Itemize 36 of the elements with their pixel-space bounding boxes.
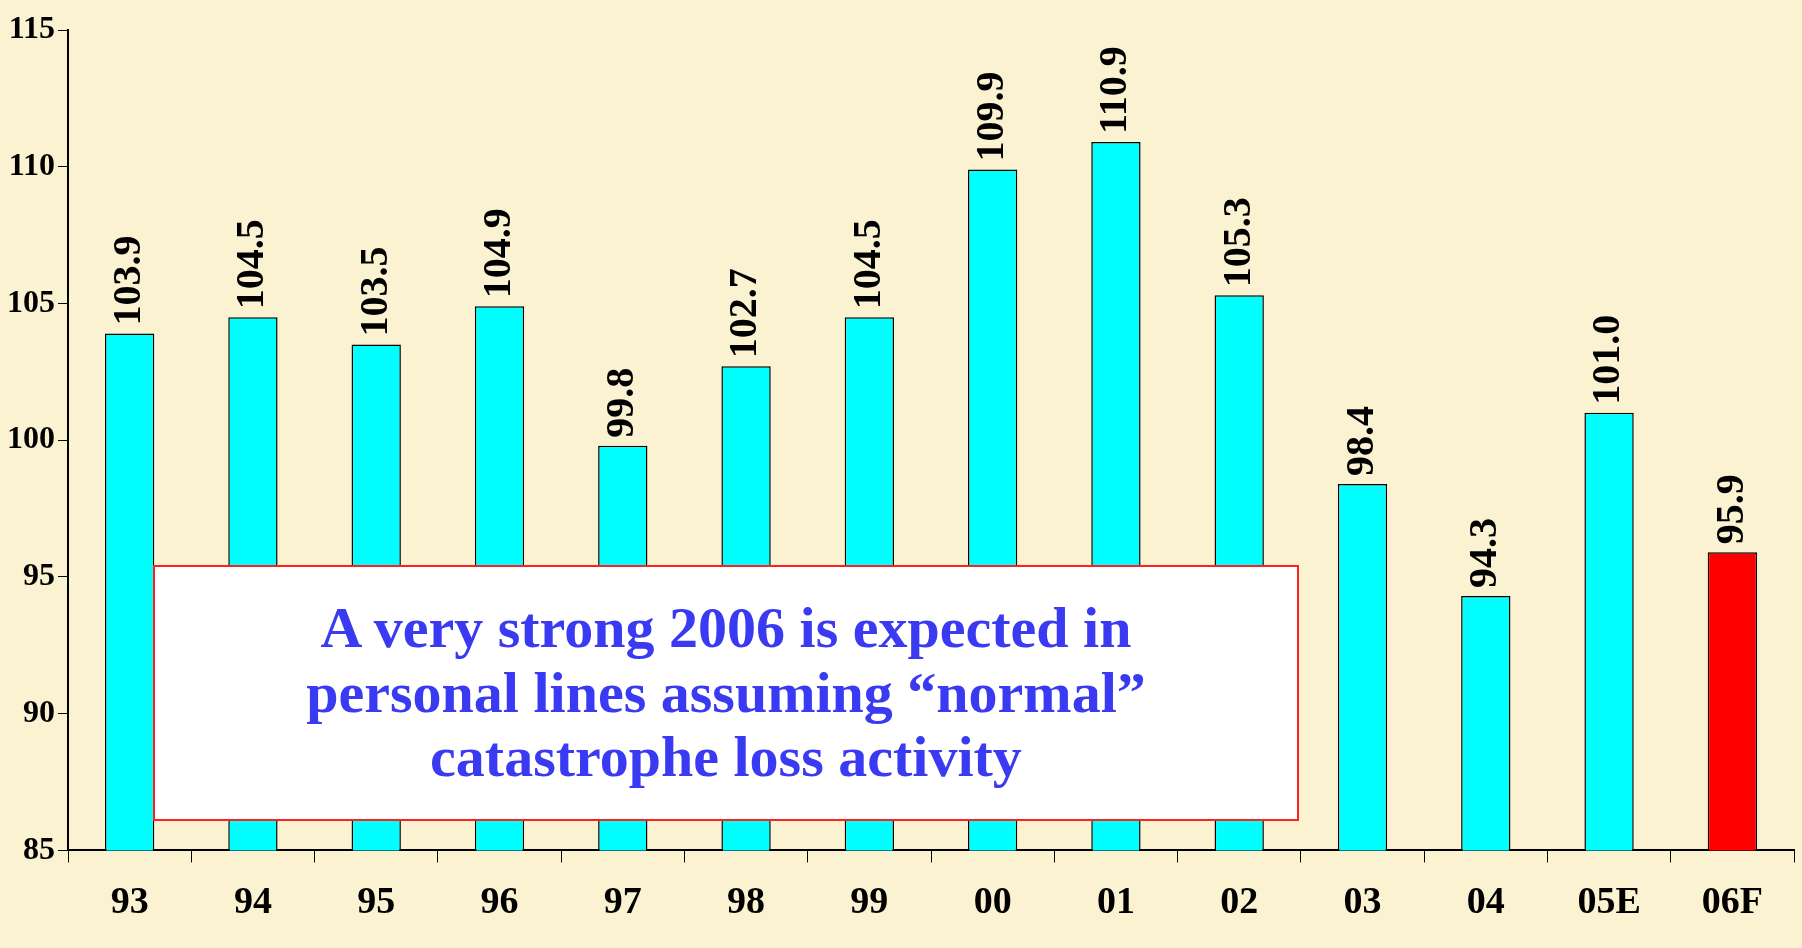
y-tick-label: 110 [8,146,55,182]
data-label: 104.9 [473,208,519,299]
x-tick-label: 93 [110,879,149,922]
x-tick-label: 01 [1096,879,1135,922]
x-tick-label: 95 [357,879,396,922]
y-tick-label: 90 [23,692,55,729]
data-label: 105.3 [1213,197,1259,288]
data-label: 98.4 [1336,405,1382,476]
x-tick-label: 00 [973,879,1012,922]
x-tick-label: 05E [1577,879,1641,922]
data-label: 101.0 [1583,314,1629,405]
data-label: 104.5 [227,219,273,310]
x-tick-label: 94 [233,879,272,922]
y-tick-label: 85 [23,829,55,866]
y-tick-label: 115 [8,9,55,46]
x-tick-label: 99 [850,879,889,922]
data-label: 95.9 [1706,474,1752,545]
data-label: 103.5 [350,246,396,337]
x-tick-label: 98 [727,879,766,922]
data-label: 110.9 [1090,46,1136,135]
x-tick-label: 96 [480,879,519,922]
data-label: 102.7 [720,268,766,359]
y-tick-label: 95 [23,556,55,593]
data-label: 109.9 [966,71,1012,162]
y-tick-label: 105 [7,282,55,319]
x-tick-label: 06F [1701,879,1763,922]
data-label: 99.8 [597,367,643,438]
data-label: 103.9 [103,235,149,326]
text-box: A very strong 2006 is expected in personal lines assuming “normal” catastrophe loss activity [153,565,1299,821]
x-tick-label: 02 [1220,879,1259,922]
data-label: 94.3 [1460,518,1506,589]
x-tick-label: 04 [1466,879,1505,922]
x-tick-label: 97 [603,879,642,922]
y-tick-label: 100 [7,419,55,456]
x-tick-label: 03 [1343,879,1382,922]
data-label: 104.5 [843,219,889,310]
